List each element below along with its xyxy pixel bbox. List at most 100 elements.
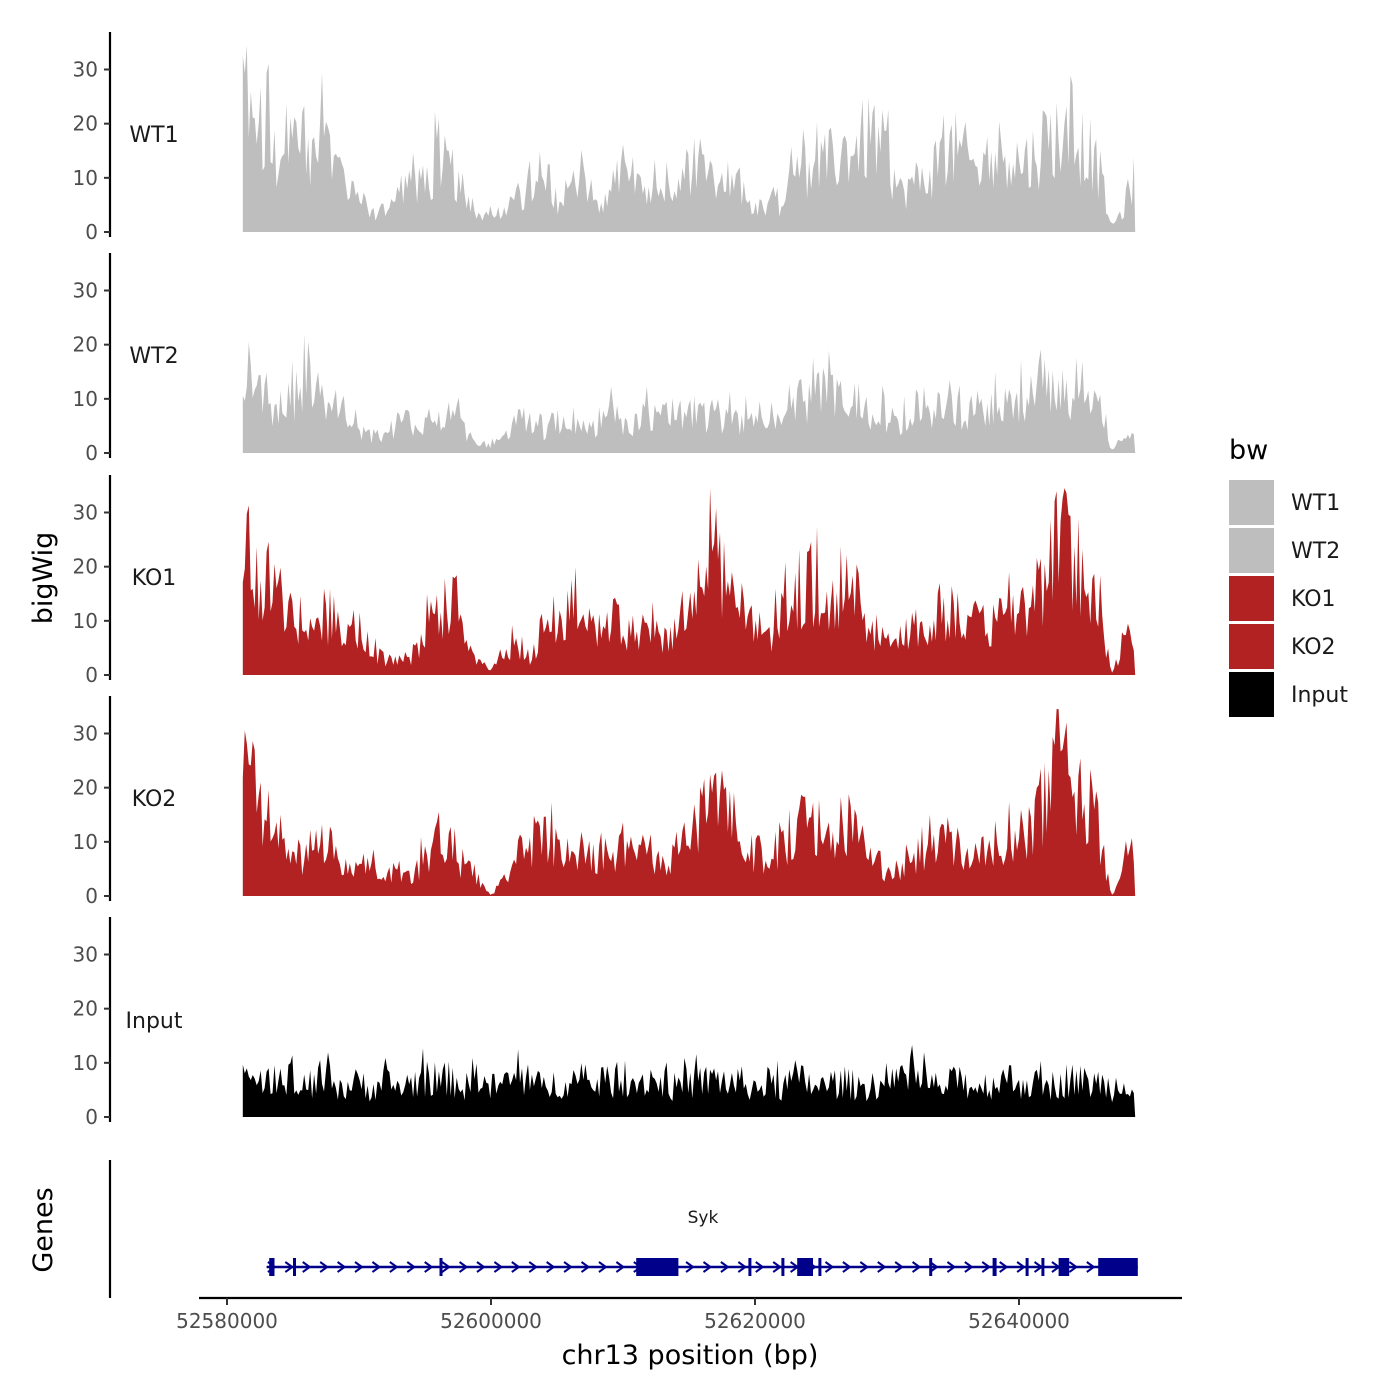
strand-arrow bbox=[877, 1261, 887, 1273]
strand-arrow bbox=[563, 1261, 573, 1273]
strand-arrow bbox=[981, 1261, 991, 1273]
track-label-wt1: WT1 bbox=[129, 123, 178, 148]
legend-label-ko1: KO1 bbox=[1291, 587, 1336, 612]
y-tick-label: 0 bbox=[85, 1105, 98, 1129]
strand-arrow bbox=[424, 1261, 434, 1273]
strand-arrow bbox=[1086, 1261, 1096, 1273]
y-tick-label: 10 bbox=[73, 1051, 98, 1075]
legend-label-wt2: WT2 bbox=[1291, 539, 1340, 564]
legend-key-wt1 bbox=[1229, 480, 1274, 525]
gene-exon bbox=[269, 1258, 275, 1276]
track-label-ko2: KO2 bbox=[132, 787, 177, 812]
legend: bw WT1 WT2 KO1 KO2 Input bbox=[1229, 435, 1348, 717]
gene-exon bbox=[929, 1258, 933, 1276]
strand-arrow bbox=[824, 1261, 835, 1273]
legend-key-wt2 bbox=[1229, 528, 1274, 573]
y-tick-label: 10 bbox=[73, 387, 98, 411]
y-axis-title: bigWig bbox=[28, 532, 59, 625]
strand-arrow bbox=[476, 1261, 486, 1273]
strand-arrow bbox=[493, 1261, 504, 1273]
strand-arrow bbox=[598, 1261, 608, 1273]
strand-arrow bbox=[842, 1261, 852, 1273]
strand-arrow bbox=[685, 1261, 695, 1273]
strand-arrow bbox=[894, 1261, 904, 1273]
gene-name-label: Syk bbox=[688, 1208, 719, 1228]
signal-area-ko1 bbox=[242, 488, 1136, 675]
strand-arrow bbox=[389, 1261, 399, 1273]
gene-exon bbox=[1058, 1258, 1070, 1276]
x-tick-label: 52620000 bbox=[704, 1309, 806, 1333]
x-tick-label: 52640000 bbox=[968, 1309, 1070, 1333]
legend-title: bw bbox=[1229, 435, 1268, 466]
legend-label-ko2: KO2 bbox=[1291, 635, 1336, 660]
legend-label-wt1: WT1 bbox=[1291, 491, 1340, 516]
strand-arrow bbox=[319, 1261, 329, 1273]
gene-track-panel: Syk bbox=[108, 1160, 1138, 1298]
gene-exon bbox=[636, 1258, 656, 1276]
strand-arrow bbox=[859, 1261, 870, 1273]
strand-arrow bbox=[580, 1261, 591, 1273]
strand-arrow bbox=[371, 1261, 382, 1273]
gene-exon bbox=[656, 1258, 679, 1276]
strand-arrow bbox=[615, 1261, 626, 1273]
signal-area-input bbox=[242, 1045, 1136, 1117]
y-tick-label: 10 bbox=[73, 609, 98, 633]
gene-exon bbox=[781, 1258, 785, 1276]
gene-exon bbox=[293, 1258, 296, 1276]
y-tick-label: 0 bbox=[85, 663, 98, 687]
strand-arrow bbox=[406, 1261, 416, 1273]
legend-key-input bbox=[1229, 672, 1274, 717]
strand-arrow bbox=[772, 1261, 782, 1273]
track-panel-ko1: 0 10 20 30 KO1 bbox=[73, 475, 1136, 687]
strand-arrow bbox=[302, 1261, 312, 1273]
y-tick-label: 30 bbox=[73, 501, 98, 525]
track-label-wt2: WT2 bbox=[129, 344, 178, 369]
legend-key-ko1 bbox=[1229, 576, 1274, 621]
y-tick-label: 20 bbox=[73, 112, 98, 136]
track-panel-wt2: 0 10 20 30 WT2 bbox=[73, 253, 1136, 465]
gene-exon bbox=[818, 1258, 822, 1276]
strand-arrow bbox=[929, 1261, 939, 1273]
legend-key-ko2 bbox=[1229, 624, 1274, 669]
track-label-ko1: KO1 bbox=[132, 566, 177, 591]
strand-arrow bbox=[511, 1261, 521, 1273]
y-tick-label: 10 bbox=[73, 166, 98, 190]
genes-axis-title: Genes bbox=[28, 1187, 59, 1272]
strand-arrow bbox=[441, 1261, 451, 1273]
y-tick-label: 30 bbox=[73, 722, 98, 746]
strand-arrow bbox=[354, 1261, 364, 1273]
y-tick-label: 10 bbox=[73, 830, 98, 854]
signal-area-wt1 bbox=[242, 45, 1136, 232]
x-axis-title: chr13 position (bp) bbox=[562, 1340, 819, 1371]
strand-arrow bbox=[999, 1261, 1009, 1273]
y-tick-label: 20 bbox=[73, 997, 98, 1021]
gene-exon bbox=[748, 1258, 752, 1276]
strand-arrow bbox=[458, 1261, 469, 1273]
gene-exon bbox=[992, 1258, 997, 1276]
gene-exon bbox=[1041, 1258, 1045, 1276]
strand-arrow bbox=[528, 1261, 538, 1273]
strand-arrow bbox=[737, 1261, 748, 1273]
x-tick-label: 52600000 bbox=[440, 1309, 542, 1333]
strand-arrow bbox=[911, 1261, 922, 1273]
y-tick-label: 0 bbox=[85, 220, 98, 244]
y-tick-label: 20 bbox=[73, 333, 98, 357]
legend-label-input: Input bbox=[1291, 683, 1348, 708]
gene-exon bbox=[1098, 1258, 1138, 1276]
track-panel-ko2: 0 10 20 30 KO2 bbox=[73, 696, 1136, 908]
strand-arrow bbox=[720, 1261, 730, 1273]
strand-arrow bbox=[336, 1261, 347, 1273]
y-tick-label: 0 bbox=[85, 884, 98, 908]
track-label-input: Input bbox=[126, 1009, 183, 1034]
y-tick-label: 0 bbox=[85, 441, 98, 465]
strand-arrow bbox=[702, 1261, 713, 1273]
x-tick-label: 52580000 bbox=[176, 1309, 278, 1333]
strand-arrow bbox=[1068, 1261, 1079, 1273]
strand-arrow bbox=[946, 1261, 957, 1273]
strand-arrow bbox=[755, 1261, 765, 1273]
signal-area-wt2 bbox=[242, 334, 1136, 453]
strand-arrow bbox=[546, 1261, 556, 1273]
strand-arrow bbox=[284, 1261, 295, 1273]
track-panel-input: 0 10 20 30 Input bbox=[73, 917, 1136, 1129]
